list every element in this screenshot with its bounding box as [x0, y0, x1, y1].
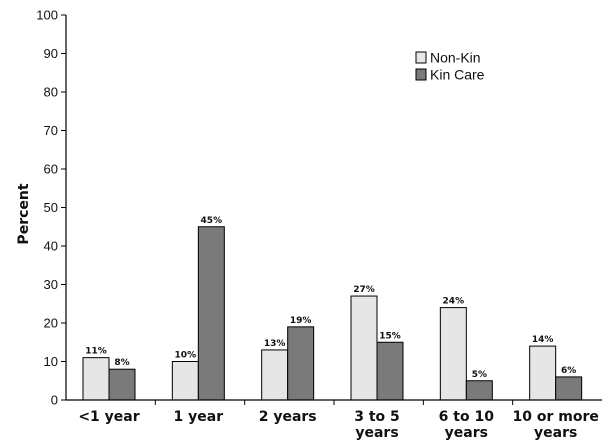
- x-tick-label: 2 years: [259, 409, 317, 425]
- y-tick-label: 10: [44, 354, 58, 369]
- data-label: 5%: [472, 370, 487, 380]
- bar-kin-care: [376, 341, 404, 401]
- data-label: 45%: [201, 216, 223, 226]
- data-label: 8%: [114, 358, 129, 368]
- y-tick-label: 50: [44, 200, 58, 215]
- bar-kin-care: [197, 226, 225, 401]
- y-tick-label: 80: [44, 85, 58, 100]
- bar-non-kin: [261, 349, 289, 401]
- bar-non-kin: [529, 345, 557, 401]
- y-axis: 0 10 20 30 40 50 60 70 80 90 100: [36, 8, 67, 408]
- bar-non-kin: [171, 361, 199, 401]
- y-tick-label: 60: [44, 162, 58, 177]
- data-label: 24%: [443, 297, 465, 307]
- x-tick-label: 6 to 10: [439, 409, 495, 425]
- y-tick-label: 100: [36, 8, 58, 23]
- legend-label: Non-Kin: [430, 50, 481, 66]
- x-tick-label: years: [355, 425, 398, 441]
- legend-label: Kin Care: [430, 67, 485, 83]
- bar-kin-care: [465, 380, 493, 401]
- y-tick-label: 0: [51, 393, 58, 408]
- y-tick-label: 40: [44, 239, 58, 254]
- x-tick-label: years: [534, 425, 577, 441]
- data-label: 13%: [264, 339, 286, 349]
- y-axis-title: Percent: [16, 183, 32, 244]
- legend-swatch: [415, 68, 427, 81]
- bar-non-kin: [82, 357, 110, 401]
- data-label: 14%: [532, 335, 554, 345]
- y-tick-label: 20: [44, 316, 58, 331]
- x-tick-label: years: [445, 425, 488, 441]
- y-tick-label: 70: [44, 123, 58, 138]
- y-tick-label: 30: [44, 277, 58, 292]
- y-tick-label: 90: [44, 46, 58, 61]
- data-label: 19%: [290, 316, 312, 326]
- bar-kin-care: [555, 376, 583, 401]
- bar-non-kin: [439, 307, 467, 401]
- data-label: 11%: [85, 347, 107, 357]
- bar-kin-care: [108, 368, 136, 401]
- data-label: 10%: [175, 351, 197, 361]
- bar-kin-care: [287, 326, 315, 401]
- x-tick-label: 3 to 5: [354, 409, 400, 425]
- bar-non-kin: [350, 295, 378, 401]
- bars: 11% 8% 10% 45% 13% 19% 27% 15% 24% 5% 14% 6%: [82, 216, 583, 401]
- x-tick-label: 10 or more: [512, 409, 598, 425]
- legend-swatch: [415, 51, 427, 64]
- data-label: 27%: [353, 285, 375, 295]
- data-label: 6%: [561, 366, 576, 376]
- data-label: 15%: [379, 331, 401, 341]
- x-tick-label: 1 year: [174, 409, 224, 425]
- x-tick-label: <1 year: [78, 409, 139, 425]
